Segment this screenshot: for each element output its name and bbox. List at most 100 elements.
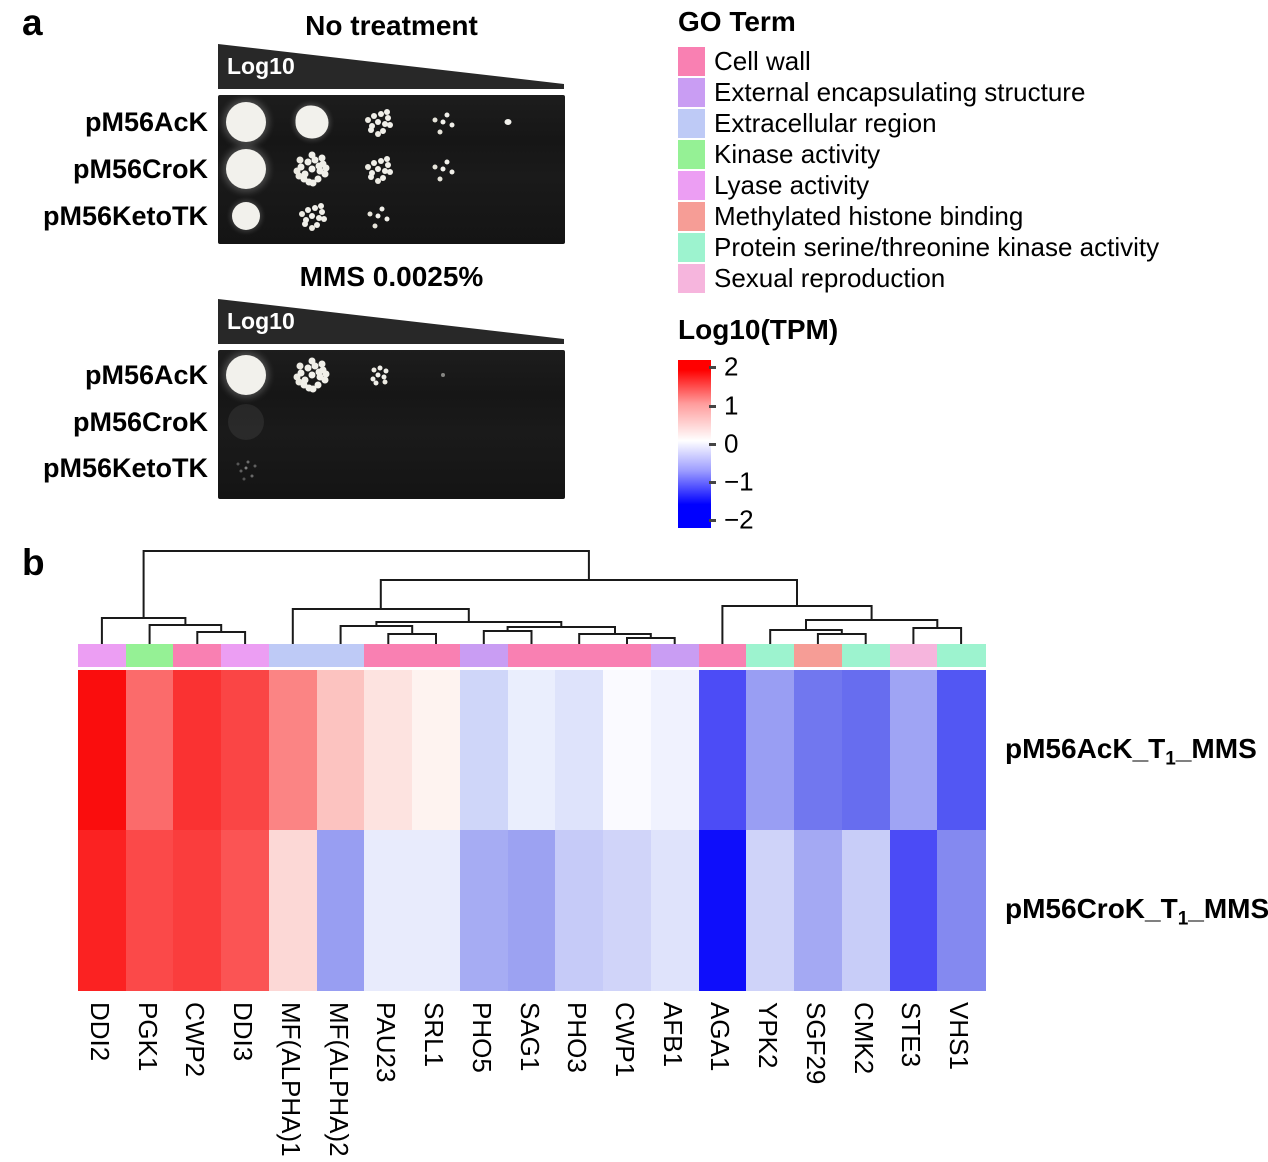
go-strip-cell xyxy=(78,644,127,667)
gene-column-label: VHS1 xyxy=(944,1002,975,1070)
go-term-strip xyxy=(78,644,986,667)
row-label-text: pM56AcK_T xyxy=(1005,733,1166,764)
gene-column-label: AGA1 xyxy=(705,1002,736,1072)
heatmap-cell xyxy=(937,830,986,991)
spot-cluster-md xyxy=(288,192,336,240)
row-label-text: _MMS xyxy=(1175,733,1257,764)
go-strip-cell xyxy=(125,644,175,667)
row-label-text: pM56CroK_T xyxy=(1005,893,1178,924)
gene-column-label: SGF29 xyxy=(800,1002,831,1085)
go-legend-title: GO Term xyxy=(678,6,796,37)
heatmap-cell xyxy=(555,670,604,830)
colorbar-tick-label: 2 xyxy=(724,351,739,382)
spot-cluster-md xyxy=(354,145,402,193)
spot-none xyxy=(484,444,532,492)
gene-column-label: PGK1 xyxy=(132,1002,163,1072)
go-legend-item: Lyase activity xyxy=(678,170,1158,201)
heatmap-row-label: pM56CroK_T1_MMS xyxy=(1005,893,1268,931)
heatmap-row xyxy=(78,830,986,991)
go-strip-cell xyxy=(889,644,938,667)
go-legend-item: Protein serine/threonine kinase activity xyxy=(678,232,1159,263)
go-legend-item: Kinase activity xyxy=(678,139,1158,170)
go-legend-label: External encapsulating structure xyxy=(714,77,1086,107)
spot-none xyxy=(419,192,467,240)
heatmap-cell xyxy=(603,830,652,991)
spot-solid-lg xyxy=(222,351,270,399)
heatmap-cell xyxy=(459,830,509,991)
heatmap-cell xyxy=(364,830,413,991)
heatmap-cell xyxy=(746,830,795,991)
go-legend-item: Methylated histone binding xyxy=(678,201,1158,232)
heatmap-row xyxy=(78,670,986,830)
go-color-swatch xyxy=(678,109,705,138)
heatmap-cell xyxy=(459,670,509,830)
go-strip-cell xyxy=(650,644,700,667)
heatmap-cell xyxy=(316,670,365,830)
heatmap-cell xyxy=(173,670,222,830)
gene-column-label: CWP2 xyxy=(180,1002,211,1078)
gene-column-label: DDI3 xyxy=(228,1002,259,1062)
spot-cluster-dense xyxy=(288,351,336,399)
dendrogram-lines xyxy=(100,550,963,644)
spot-none xyxy=(288,444,336,492)
go-strip-cell xyxy=(507,644,556,667)
go-legend-label: Extracellular region xyxy=(714,108,937,138)
gene-column-label: CMK2 xyxy=(848,1002,879,1075)
row-label-subscript: 1 xyxy=(1165,748,1176,770)
spot-dot-faint xyxy=(419,351,467,399)
colorbar-title: Log10(TPM) xyxy=(678,314,839,345)
heatmap-cell xyxy=(412,670,461,830)
spot-none xyxy=(484,192,532,240)
spot-none xyxy=(419,398,467,446)
heatmap-cell xyxy=(268,830,318,991)
heatmap-cell xyxy=(937,670,986,830)
go-strip-cell xyxy=(937,644,986,667)
spot-assay-plate-mms xyxy=(218,350,565,499)
go-strip-cell xyxy=(841,644,891,667)
colorbar-tick-label: 0 xyxy=(724,428,739,459)
heatmap-cell xyxy=(889,830,938,991)
strain-label: pM56CroK xyxy=(72,407,208,437)
heatmap-cell xyxy=(698,830,747,991)
dilution-wedge-icon: Log10 xyxy=(218,44,565,90)
gene-column-label: MF(ALPHA)2 xyxy=(323,1002,354,1157)
go-strip-cell xyxy=(221,644,270,667)
go-strip-cell xyxy=(603,644,652,667)
row-label-subscript: 1 xyxy=(1177,908,1189,930)
heatmap-cell xyxy=(268,670,318,830)
spot-none xyxy=(484,145,532,193)
gene-column-label: PHO5 xyxy=(466,1002,497,1073)
go-strip-cell xyxy=(412,644,461,667)
colorbar-tick-mark xyxy=(709,443,716,446)
gene-column-label: DDI2 xyxy=(84,1002,115,1062)
spot-none xyxy=(354,398,402,446)
heatmap-cell xyxy=(650,830,700,991)
go-color-swatch xyxy=(678,264,705,293)
column-dendrogram xyxy=(100,550,963,644)
go-color-swatch xyxy=(678,171,705,200)
go-legend-item: External encapsulating structure xyxy=(678,77,1158,108)
heatmap-cell xyxy=(650,670,700,830)
spot-none xyxy=(419,444,467,492)
go-color-swatch xyxy=(678,140,705,169)
go-strip-cell xyxy=(746,644,795,667)
spot-solid-lg xyxy=(222,98,270,146)
dilution-wedge-icon: Log10 xyxy=(218,299,565,345)
heatmap-cell xyxy=(364,670,413,830)
go-color-swatch xyxy=(678,202,705,231)
strain-label: pM56AcK xyxy=(84,360,208,390)
spot-assay-plate-no-treatment xyxy=(218,95,565,244)
go-strip-cell xyxy=(316,644,365,667)
heatmap-cell xyxy=(125,670,175,830)
gene-column-label: PHO3 xyxy=(562,1002,593,1073)
heatmap-cell xyxy=(603,670,652,830)
gene-column-label: YPK2 xyxy=(753,1002,784,1069)
heatmap-cell xyxy=(555,830,604,991)
spot-none xyxy=(484,398,532,446)
plate1-title: No treatment xyxy=(305,10,478,41)
colorbar-tick-mark xyxy=(709,519,716,522)
spot-none xyxy=(288,398,336,446)
plate1-wedge-label: Log10 xyxy=(227,53,295,79)
gene-column-label: SAG1 xyxy=(514,1002,545,1072)
gene-column-label: MF(ALPHA)1 xyxy=(275,1002,306,1157)
